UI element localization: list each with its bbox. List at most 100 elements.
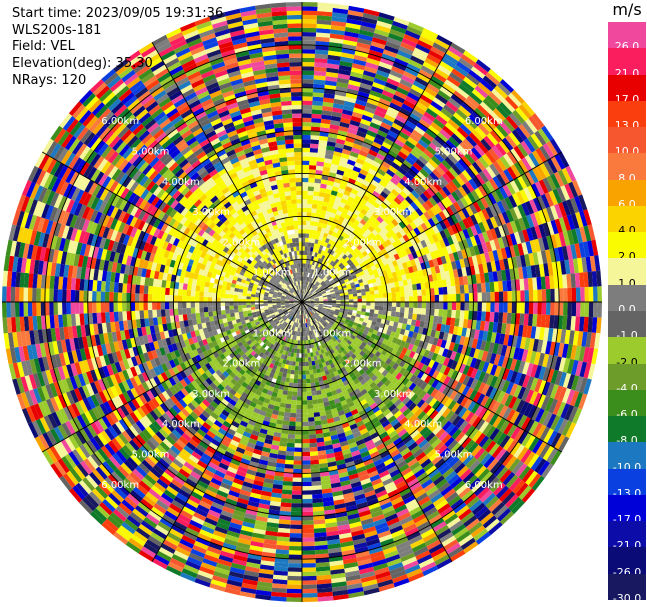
- velocity-cell: [302, 396, 308, 401]
- velocity-cell: [285, 451, 295, 457]
- velocity-cell: [511, 302, 517, 314]
- velocity-cell: [358, 279, 364, 284]
- velocity-cell: [334, 290, 340, 294]
- velocity-cell: [401, 175, 411, 185]
- velocity-cell: [513, 244, 520, 257]
- velocity-cell: [315, 169, 323, 175]
- velocity-cell: [315, 257, 319, 262]
- velocity-cell: [379, 275, 385, 281]
- velocity-cell: [412, 162, 423, 172]
- velocity-cell: [440, 324, 446, 333]
- velocity-cell: [383, 157, 393, 166]
- velocity-cell: [302, 486, 312, 491]
- velocity-cell: [491, 145, 504, 159]
- velocity-cell: [511, 129, 524, 144]
- velocity-cell: [305, 263, 308, 269]
- velocity-cell: [307, 292, 311, 296]
- velocity-cell: [413, 105, 426, 116]
- velocity-cell: [570, 316, 576, 331]
- velocity-cell: [494, 85, 509, 99]
- velocity-cell: [499, 155, 511, 169]
- velocity-cell: [425, 308, 431, 316]
- velocity-cell: [471, 176, 482, 188]
- velocity-cell: [309, 446, 318, 452]
- velocity-cell: [596, 270, 602, 287]
- velocity-cell: [503, 291, 508, 302]
- velocity-cell: [302, 139, 311, 144]
- velocity-cell: [322, 166, 331, 172]
- velocity-cell: [373, 32, 389, 42]
- velocity-cell: [475, 173, 486, 186]
- velocity-cell: [496, 270, 503, 282]
- velocity-cell: [326, 268, 331, 274]
- velocity-cell: [313, 294, 318, 297]
- velocity-cell: [308, 233, 313, 239]
- velocity-cell: [535, 147, 547, 163]
- velocity-cell: [587, 240, 595, 257]
- velocity-cell: [460, 80, 475, 93]
- velocity-cell: [434, 294, 440, 302]
- velocity-cell: [385, 184, 394, 193]
- velocity-cell: [353, 299, 358, 302]
- velocity-cell: [512, 109, 526, 124]
- velocity-cell: [333, 98, 345, 105]
- velocity-cell: [589, 255, 597, 272]
- velocity-cell: [315, 248, 320, 254]
- velocity-cell: [422, 90, 435, 101]
- velocity-cell: [416, 171, 427, 181]
- velocity-cell: [510, 164, 521, 178]
- velocity-cell: [440, 255, 447, 265]
- velocity-cell: [290, 408, 297, 414]
- velocity-cell: [330, 163, 339, 170]
- velocity-cell: [302, 300, 307, 302]
- velocity-cell: [335, 305, 341, 308]
- velocity-cell: [481, 242, 489, 254]
- velocity-cell: [447, 302, 452, 310]
- velocity-cell: [364, 106, 376, 114]
- velocity-cell: [372, 81, 385, 90]
- velocity-cell: [444, 79, 459, 91]
- velocity-cell: [365, 102, 378, 110]
- velocity-cell: [406, 278, 413, 286]
- velocity-cell: [340, 271, 346, 277]
- velocity-cell: [383, 172, 393, 181]
- velocity-cell: [308, 273, 312, 278]
- velocity-cell: [448, 269, 455, 279]
- velocity-cell: [554, 203, 563, 219]
- velocity-cell: [375, 133, 386, 142]
- velocity-cell: [314, 266, 318, 271]
- velocity-cell: [426, 252, 433, 261]
- velocity-cell: [406, 223, 414, 232]
- velocity-cell: [357, 259, 364, 265]
- velocity-cell: [310, 302, 315, 304]
- velocity-cell: [533, 197, 543, 212]
- velocity-cell: [302, 147, 311, 153]
- velocity-cell: [424, 220, 432, 230]
- velocity-cell: [304, 357, 309, 362]
- velocity-cell: [564, 259, 571, 275]
- velocity-cell: [370, 274, 376, 280]
- velocity-cell: [304, 289, 307, 294]
- velocity-cell: [341, 274, 347, 279]
- velocity-cell: [347, 247, 354, 254]
- velocity-cell: [402, 318, 408, 325]
- velocity-cell: [379, 179, 388, 188]
- velocity-cell: [404, 29, 421, 40]
- velocity-cell: [319, 214, 326, 220]
- velocity-cell: [477, 141, 489, 154]
- velocity-cell: [302, 242, 306, 247]
- velocity-cell: [389, 146, 400, 155]
- velocity-cell: [370, 294, 375, 299]
- velocity-cell: [327, 295, 332, 298]
- velocity-cell: [331, 111, 343, 118]
- velocity-cell: [474, 126, 487, 139]
- velocity-cell: [466, 216, 475, 227]
- velocity-cell: [535, 164, 547, 180]
- velocity-cell: [488, 271, 494, 283]
- velocity-cell: [439, 239, 446, 249]
- velocity-cell: [451, 191, 461, 202]
- velocity-cell: [418, 118, 431, 129]
- velocity-cell: [521, 202, 531, 216]
- velocity-cell: [499, 79, 515, 93]
- velocity-cell: [445, 317, 452, 326]
